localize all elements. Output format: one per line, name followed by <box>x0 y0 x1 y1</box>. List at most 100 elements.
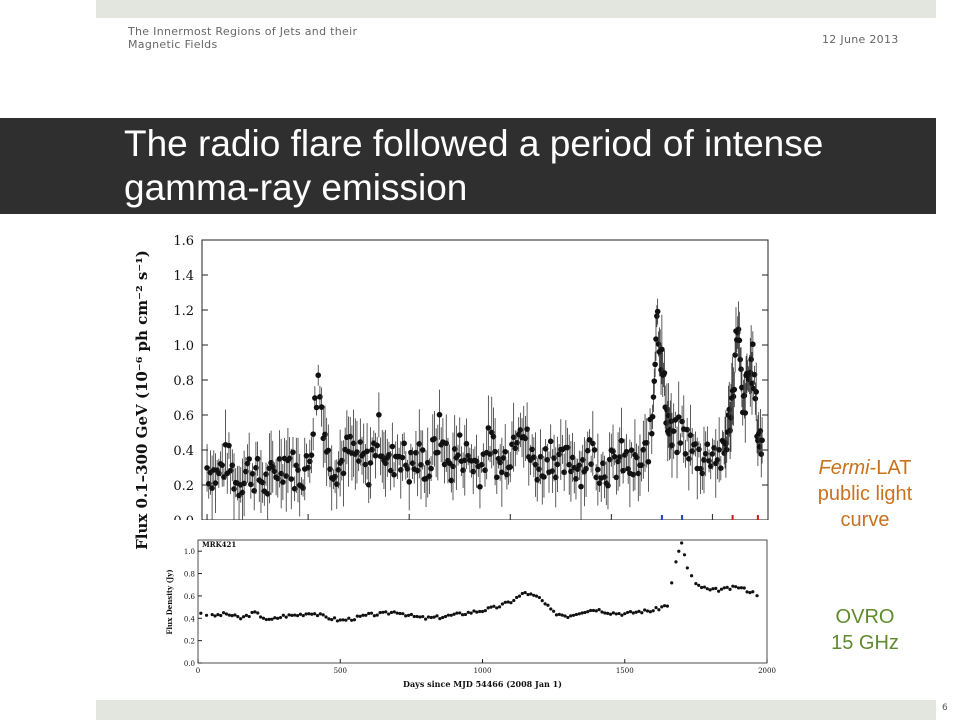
fermi-data-point <box>618 437 625 444</box>
ovro-data-point <box>210 612 214 617</box>
fermi-data-point <box>654 308 661 315</box>
ovro-data-point <box>472 609 476 613</box>
ovro-data-point <box>637 609 641 613</box>
ovro-data-point <box>330 617 334 622</box>
fermi-data-point <box>485 425 492 431</box>
ovro-data-point <box>580 611 584 615</box>
fermi-data-point <box>401 440 407 447</box>
ovro-data-point <box>614 612 618 616</box>
fermi-data-point <box>219 462 226 468</box>
ovro-y-tick-label: 0.4 <box>184 615 196 623</box>
ovro-data-point <box>318 612 322 616</box>
fermi-data-point <box>654 313 660 319</box>
ovro-data-point <box>643 608 647 612</box>
fermi-data-point <box>735 326 742 333</box>
ovro-data-point <box>347 616 351 620</box>
ovro-y-tick-label: 1.0 <box>184 548 195 556</box>
fermi-data-point <box>742 410 749 416</box>
ovro-data-point <box>506 600 510 604</box>
fermi-data-point <box>455 452 461 458</box>
ovro-data-point <box>276 616 280 620</box>
ovro-y-axis-label: Flux Density (Jy) <box>165 569 174 634</box>
ovro-data-point <box>478 609 482 614</box>
ovro-data-point <box>352 618 357 622</box>
fermi-data-point <box>748 356 754 363</box>
ovro-data-point <box>449 613 453 617</box>
presentation-date: 12 June 2013 <box>822 33 899 46</box>
ovro-data-point <box>418 615 422 619</box>
fermi-data-point <box>611 453 618 460</box>
ovro-data-point <box>480 609 485 614</box>
fermi-data-point <box>752 395 759 402</box>
ovro-data-point <box>734 585 738 589</box>
ovro-data-point <box>583 610 587 615</box>
ovro-data-point <box>552 609 556 613</box>
ovro-data-point <box>281 613 285 617</box>
fermi-data-point <box>651 378 658 384</box>
ovro-data-point <box>708 588 712 592</box>
ovro-data-point <box>554 613 559 617</box>
ovro-data-point <box>332 616 337 620</box>
ovro-data-point <box>307 612 311 616</box>
fermi-y-tick-label: 0.4 <box>173 444 194 459</box>
fermi-data-point <box>280 479 286 485</box>
fermi-y-tick-label: 1.4 <box>173 269 194 284</box>
fermi-data-point <box>313 404 320 411</box>
ovro-data-point <box>463 612 468 617</box>
ovro-data-point <box>216 613 220 617</box>
ovro-data-point <box>310 612 314 616</box>
ovro-data-point <box>540 599 544 603</box>
ovro-data-point <box>526 592 530 597</box>
ovro-data-point <box>415 614 419 619</box>
ovro-data-point <box>560 613 564 617</box>
ovro-data-point <box>611 611 615 615</box>
fermi-data-point <box>290 449 296 456</box>
ovro-data-point <box>520 591 524 596</box>
fermi-italic-label: Fermi <box>818 457 870 479</box>
ovro-data-point <box>227 613 231 617</box>
page-number: 6 <box>942 703 948 713</box>
ovro-data-point <box>699 585 704 590</box>
ovro-data-point <box>586 610 590 614</box>
ovro-data-point <box>617 611 621 616</box>
ovro-data-point <box>244 613 248 617</box>
ovro-data-point <box>287 613 291 617</box>
ovro-data-point <box>634 610 638 614</box>
ovro-data-point <box>392 610 396 614</box>
ovro-data-point <box>503 600 507 604</box>
fermi-data-point <box>645 458 652 465</box>
ovro-y-tick-label: 0.8 <box>184 571 195 579</box>
ovro-data-point <box>566 615 570 620</box>
ovro-data-point <box>409 612 413 617</box>
ovro-data-point <box>517 594 522 598</box>
ovro-data-point <box>728 587 732 591</box>
ovro-data-point <box>375 613 379 617</box>
ovro-data-point <box>486 606 490 610</box>
ovro-data-point <box>358 614 362 618</box>
ovro-data-point <box>662 604 667 608</box>
ovro-data-point <box>290 613 294 617</box>
fermi-data-point <box>318 404 325 410</box>
ovro-data-point <box>236 615 240 619</box>
fermi-data-point <box>428 465 434 472</box>
ovro-data-point <box>600 610 604 614</box>
ovro-data-point <box>350 618 354 622</box>
fermi-data-point <box>736 337 743 344</box>
ovro-data-point <box>714 586 718 591</box>
ovro-data-point <box>460 613 465 617</box>
fermi-data-point <box>389 443 396 450</box>
fermi-data-point <box>493 474 500 481</box>
ovro-data-point <box>355 614 359 618</box>
ovro-data-point <box>230 614 234 618</box>
ovro-data-point <box>412 614 416 619</box>
ovro-data-point <box>515 595 519 600</box>
ovro-data-point <box>711 587 715 591</box>
ovro-data-point <box>455 611 459 615</box>
ovro-data-point <box>421 614 425 619</box>
fermi-data-point <box>682 451 689 457</box>
fermi-data-point <box>649 413 656 420</box>
ovro-data-point <box>204 613 209 617</box>
fermi-data-point <box>668 418 674 425</box>
ovro-data-point <box>233 613 237 617</box>
